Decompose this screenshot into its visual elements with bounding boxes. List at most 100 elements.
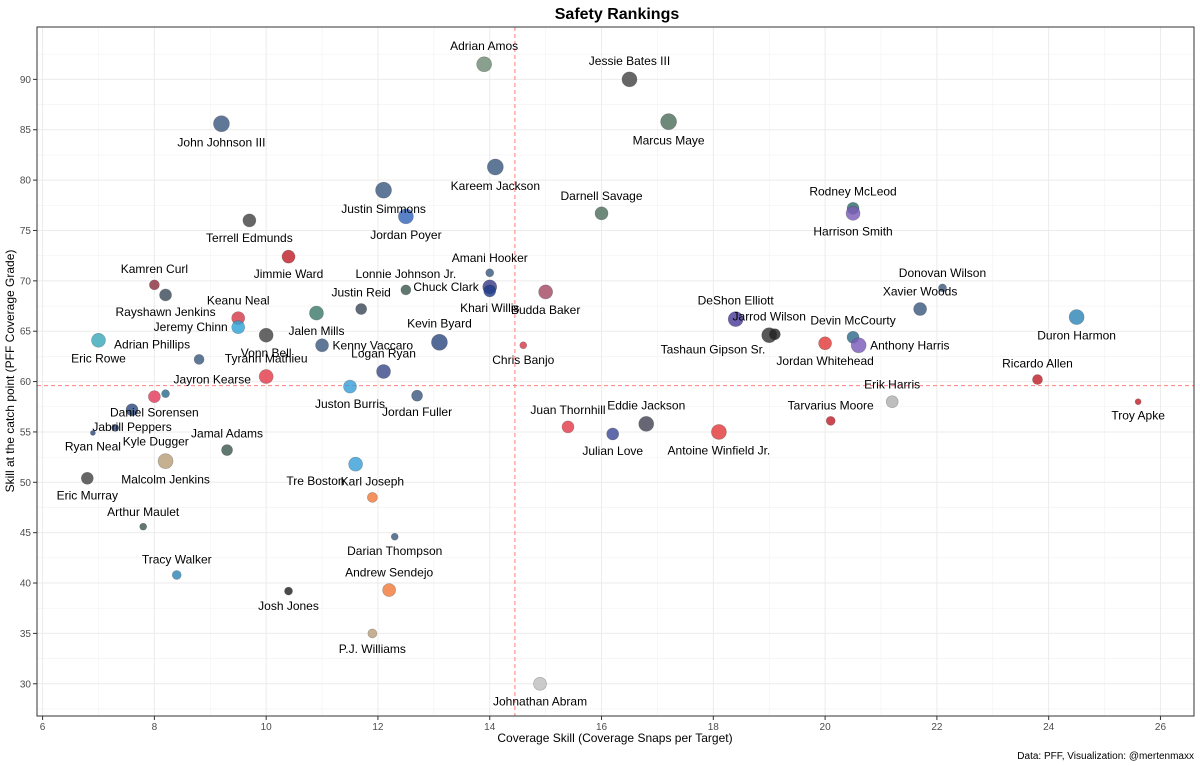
point-label: Jalen Mills [288,324,344,338]
point-label: Juston Burris [315,397,385,411]
y-tick-label: 55 [20,427,32,438]
point-label: Adrian Phillips [114,337,190,351]
point-label: Kamren Curl [121,262,188,276]
data-point [375,181,392,199]
data-point [193,354,205,365]
point-label: Donovan Wilson [899,266,986,280]
point-label: Rodney McLeod [809,184,896,198]
data-point [367,628,378,639]
data-point [606,427,620,441]
data-point [818,336,832,351]
data-point [850,337,867,354]
data-point [638,416,655,432]
data-point [111,424,120,432]
data-point [367,492,378,503]
data-point [258,369,274,384]
data-point [485,268,495,278]
point-label: Justin Reid [331,286,390,300]
point-label: Kevin Byard [407,316,472,330]
point-label: Andrew Sendejo [345,566,433,580]
data-point [1068,309,1085,325]
data-point [727,311,744,327]
data-point [561,420,575,434]
chart-title: Safety Rankings [555,6,680,23]
data-point [660,113,677,130]
data-point [159,288,172,302]
data-point [171,570,182,580]
y-tick-label: 45 [20,528,32,539]
x-tick-label: 8 [152,722,158,733]
data-point [315,338,329,353]
point-label: Eric Rowe [71,351,126,365]
point-label: Amani Hooker [452,251,528,265]
x-tick-label: 12 [372,722,384,733]
data-point [1032,374,1043,385]
point-labels: Adrian Amos Jessie Bates III John Johnson … [57,39,1166,708]
data-points [81,56,1142,691]
point-label: Lonnie Johnson Jr. [356,267,457,281]
point-label: Malcolm Jenkins [121,473,210,487]
point-label: John Johnson III [177,136,265,150]
data-point [221,444,233,456]
data-point [768,328,781,341]
point-label: Antoine Winfield Jr. [668,443,771,457]
y-tick-label: 35 [20,629,32,640]
x-tick-label: 16 [596,722,608,733]
point-label: Eddie Jackson [607,398,685,412]
data-point [594,206,609,221]
data-point [519,341,528,350]
data-point [476,56,492,73]
data-point [281,249,296,264]
point-label: Ryan Neal [65,439,121,453]
point-label: Tre Boston [286,474,344,488]
point-label: Jarrod Wilson [733,310,806,324]
data-point [376,364,391,379]
data-point [913,302,927,316]
point-label: Jordan Fuller [382,405,452,419]
y-tick-label: 70 [20,276,32,287]
y-tick-label: 65 [20,327,32,338]
point-label: Khari Willis [460,301,519,315]
chart-caption: Data: PFF, Visualization: @mertenmaxx [1017,751,1194,762]
x-tick-label: 18 [708,722,720,733]
y-tick-label: 75 [20,226,32,237]
point-label: Jessie Bates III [589,54,670,68]
point-label: Keanu Neal [207,294,270,308]
point-label: Eric Murray [57,488,118,502]
y-axis-ticks: 30 35 40 45 50 55 60 65 70 75 80 85 90 [20,75,37,690]
point-label: Troy Apke [1111,409,1165,423]
y-axis-label: Skill at the catch point (PFF Coverage G… [3,250,17,493]
data-point [91,332,106,348]
y-tick-label: 85 [20,125,32,136]
point-label: Johnathan Abram [493,694,587,708]
point-label: Chris Banjo [492,353,554,367]
point-label: Juan Thornhill [530,403,605,417]
point-label: Karl Joseph [341,474,404,488]
point-label: Jabrill Peppers [92,420,171,434]
data-point [213,115,230,133]
point-label: DeShon Elliott [698,294,775,308]
y-tick-label: 40 [20,579,32,590]
point-label: Ricardo Allen [1002,357,1073,371]
x-tick-label: 26 [1155,722,1167,733]
point-label: Rayshawn Jenkins [116,305,216,319]
point-label: Tarvarius Moore [788,398,874,412]
x-tick-label: 24 [1043,722,1055,733]
data-point [242,213,257,228]
point-label: Xavier Woods [883,285,957,299]
data-point [825,416,836,426]
data-point [139,522,147,531]
data-point [355,303,367,315]
point-label: Julian Love [582,444,643,458]
data-point [487,158,504,176]
data-point [343,379,357,394]
data-point [258,327,274,343]
data-point [400,284,412,296]
data-point [348,456,363,472]
reference-lines [37,27,1194,716]
data-point [81,471,94,485]
x-tick-label: 6 [40,722,46,733]
point-label: Justin Simmons [341,202,426,216]
